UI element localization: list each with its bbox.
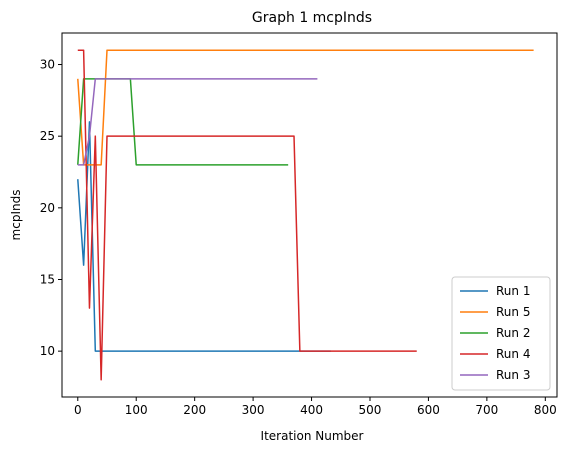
y-axis: 10 15 20 25 30 [40,58,62,358]
x-tick-label: 500 [359,403,382,417]
x-tick-label: 600 [417,403,440,417]
series-layer [77,49,534,381]
series-line-run-1 [77,121,331,352]
legend: Run 1 Run 5 Run 2 Run 4 Run 3 [451,276,551,391]
series-line-run-3 [77,78,318,166]
legend-entry: Run 2 [496,326,530,340]
series-line-run-4 [77,49,417,381]
series-line-run-2 [77,78,289,166]
legend-entry: Run 3 [496,368,530,382]
x-tick-label: 0 [74,403,82,417]
y-tick-label: 15 [40,272,55,286]
x-tick-label: 300 [242,403,265,417]
legend-entry: Run 5 [496,305,530,319]
y-tick-label: 20 [40,201,55,215]
plot-area [61,32,558,398]
y-tick-label: 10 [40,344,55,358]
y-axis-label: mcpInds [9,190,23,241]
x-tick-label: 400 [300,403,323,417]
x-tick-label: 100 [125,403,148,417]
y-tick-label: 25 [40,129,55,143]
chart-title: Graph 1 mcpInds [252,10,372,26]
x-axis-label: Iteration Number [261,429,364,443]
x-axis: 0 100 200 300 400 500 600 700 800 [74,397,557,417]
legend-entry: Run 4 [496,347,530,361]
legend-box [451,276,551,391]
x-tick-label: 700 [475,403,498,417]
y-tick-label: 30 [40,58,55,72]
series-line-run-5 [77,49,534,166]
x-tick-label: 800 [534,403,557,417]
x-tick-label: 200 [183,403,206,417]
legend-entry: Run 1 [496,284,530,298]
